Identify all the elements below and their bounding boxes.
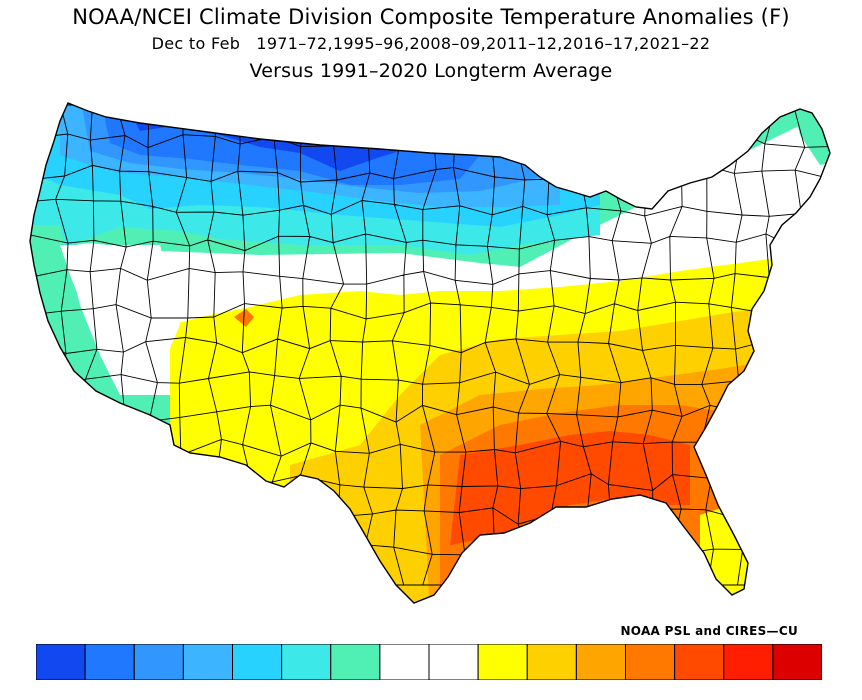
colorbar-swatch <box>84 644 135 680</box>
colorbar-swatch <box>133 644 184 680</box>
colorbar-swatch <box>330 644 381 680</box>
colorbar-swatch <box>723 644 774 680</box>
colorbar-swatch <box>379 644 430 680</box>
colorbar-swatch <box>232 644 283 680</box>
colorbar-swatch <box>674 644 725 680</box>
colorbar-swatch <box>428 644 479 680</box>
colorbar-swatch <box>575 644 627 680</box>
credit-label: NOAA PSL and CIRES—CU <box>620 624 798 638</box>
map-title: NOAA/NCEI Climate Division Composite Tem… <box>72 5 790 29</box>
colorbar-swatch <box>36 644 86 680</box>
zone-florida <box>700 505 760 603</box>
map-subtitle-baseline: Versus 1991–2020 Longterm Average <box>249 60 613 82</box>
colorbar-swatch <box>182 644 234 680</box>
map-header: NOAA/NCEI Climate Division Composite Tem… <box>0 0 862 83</box>
zone-red-orange <box>450 431 690 545</box>
map-subtitle-years: Dec to Feb 1971–72,1995–96,2008–09,2011–… <box>151 34 711 53</box>
colorbar-swatch <box>772 644 822 680</box>
zone-california-coast <box>30 225 120 395</box>
colorbar <box>36 644 822 680</box>
colorbar-swatch <box>281 644 332 680</box>
colorbar-swatch <box>526 644 577 680</box>
us-climate-division-map <box>29 102 831 604</box>
colorbar-swatch <box>625 644 676 680</box>
colorbar-swatch <box>477 644 528 680</box>
